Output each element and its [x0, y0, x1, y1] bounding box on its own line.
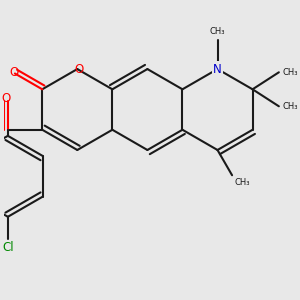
- Text: Cl: Cl: [2, 241, 14, 254]
- Text: CH₃: CH₃: [282, 68, 298, 77]
- Text: CH₃: CH₃: [234, 178, 250, 188]
- Text: O: O: [1, 92, 10, 105]
- Text: O: O: [75, 63, 84, 76]
- Text: CH₃: CH₃: [210, 27, 225, 36]
- Text: O: O: [9, 66, 19, 79]
- Text: CH₃: CH₃: [282, 102, 298, 111]
- Text: N: N: [213, 63, 222, 76]
